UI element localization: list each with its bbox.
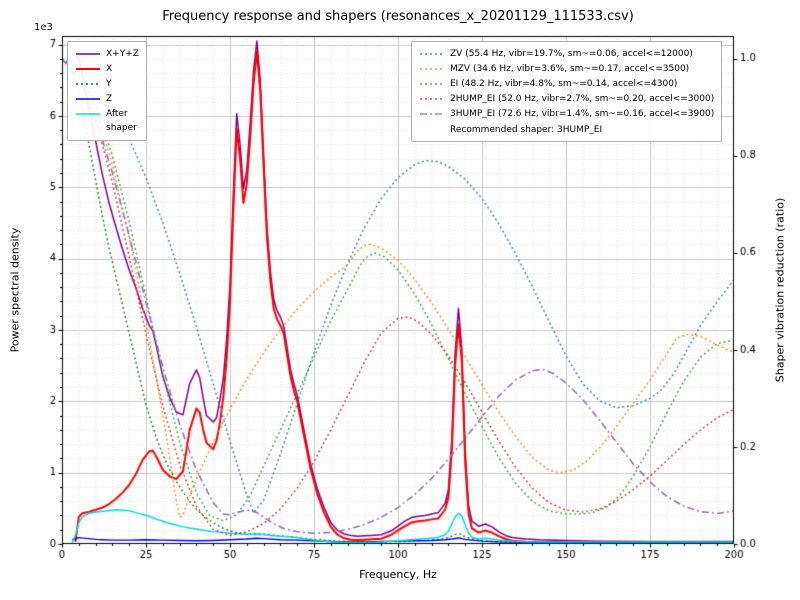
legend-item: After shaper bbox=[75, 107, 139, 135]
legend-line-sample bbox=[419, 47, 445, 58]
chart-title: Frequency response and shapers (resonanc… bbox=[162, 9, 634, 24]
legend-line-sample bbox=[75, 107, 101, 118]
y-right-axis-label: Shaper vibration reduction (ratio) bbox=[773, 197, 787, 383]
legend-label: After shaper bbox=[106, 109, 137, 133]
legend-label: MZV (34.6 Hz, vibr=3.6%, sm~=0.17, accel… bbox=[450, 64, 690, 74]
x-axis-label: Frequency, Hz bbox=[359, 568, 437, 581]
legend-psd: X+Y+Z X Y Z After shaper bbox=[67, 41, 147, 141]
legend-item: X+Y+Z bbox=[75, 47, 139, 61]
y-left-axis-label: Power spectral density bbox=[8, 227, 22, 353]
legend-label: 2HUMP_EI (52.0 Hz, vibr=2.7%, sm~=0.20, … bbox=[450, 94, 715, 104]
legend-item: Y bbox=[75, 77, 139, 91]
legend-footer: Recommended shaper: 3HUMP_EI bbox=[450, 125, 603, 135]
legend-item: ZV (55.4 Hz, vibr=19.7%, sm~=0.06, accel… bbox=[419, 47, 714, 61]
legend-item: 2HUMP_EI (52.0 Hz, vibr=2.7%, sm~=0.20, … bbox=[419, 92, 714, 106]
legend-label: X+Y+Z bbox=[106, 49, 139, 59]
legend-line-sample bbox=[75, 47, 101, 58]
legend-line-sample bbox=[419, 92, 445, 103]
legend-label: ZV (55.4 Hz, vibr=19.7%, sm~=0.06, accel… bbox=[450, 49, 693, 59]
legend-item: 3HUMP_EI (72.6 Hz, vibr=1.4%, sm~=0.16, … bbox=[419, 107, 714, 121]
legend-line-sample bbox=[75, 62, 101, 73]
legend-label: EI (48.2 Hz, vibr=4.8%, sm~=0.14, accel<… bbox=[450, 79, 678, 89]
legend-item: Z bbox=[75, 92, 139, 106]
legend-label: X bbox=[106, 64, 113, 74]
legend-label: 3HUMP_EI (72.6 Hz, vibr=1.4%, sm~=0.16, … bbox=[450, 109, 715, 119]
legend-line-sample bbox=[75, 77, 101, 88]
legend-item: MZV (34.6 Hz, vibr=3.6%, sm~=0.17, accel… bbox=[419, 62, 714, 76]
legend-label: Z bbox=[106, 94, 113, 104]
legend-item: EI (48.2 Hz, vibr=4.8%, sm~=0.14, accel<… bbox=[419, 77, 714, 91]
legend-item: X bbox=[75, 62, 139, 76]
legend-shapers: ZV (55.4 Hz, vibr=19.7%, sm~=0.06, accel… bbox=[411, 41, 723, 142]
legend-line-sample bbox=[75, 92, 101, 103]
legend-line-sample bbox=[419, 77, 445, 88]
legend-line-sample bbox=[419, 62, 445, 73]
legend-line-sample bbox=[419, 107, 445, 118]
y-left-offset-text: 1e3 bbox=[34, 22, 53, 33]
legend-label: Y bbox=[106, 79, 112, 89]
